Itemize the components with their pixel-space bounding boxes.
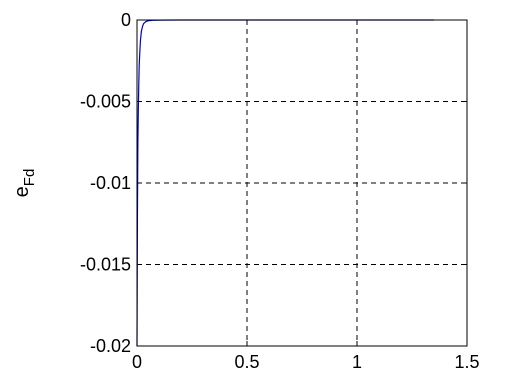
x-tick-label: 0	[132, 352, 142, 372]
y-tick-label: -0.005	[80, 92, 131, 112]
axis-ticks: 0 0.5 1 1.5 0 -0.005 -0.01 -0.015 -0.02	[80, 10, 480, 372]
y-tick-label: 0	[121, 10, 131, 30]
x-tick-label: 1.5	[454, 352, 479, 372]
grid-lines	[137, 20, 467, 346]
x-tick-label: 0.5	[234, 352, 259, 372]
y-tick-label: -0.015	[80, 255, 131, 275]
x-tick-label: 1	[352, 352, 362, 372]
y-tick-label: -0.02	[90, 336, 131, 356]
y-axis-label-subscript: Fd	[21, 169, 38, 187]
y-tick-label: -0.01	[90, 173, 131, 193]
y-axis-label-main: e	[11, 186, 33, 197]
y-axis-label: eFd	[11, 169, 38, 198]
